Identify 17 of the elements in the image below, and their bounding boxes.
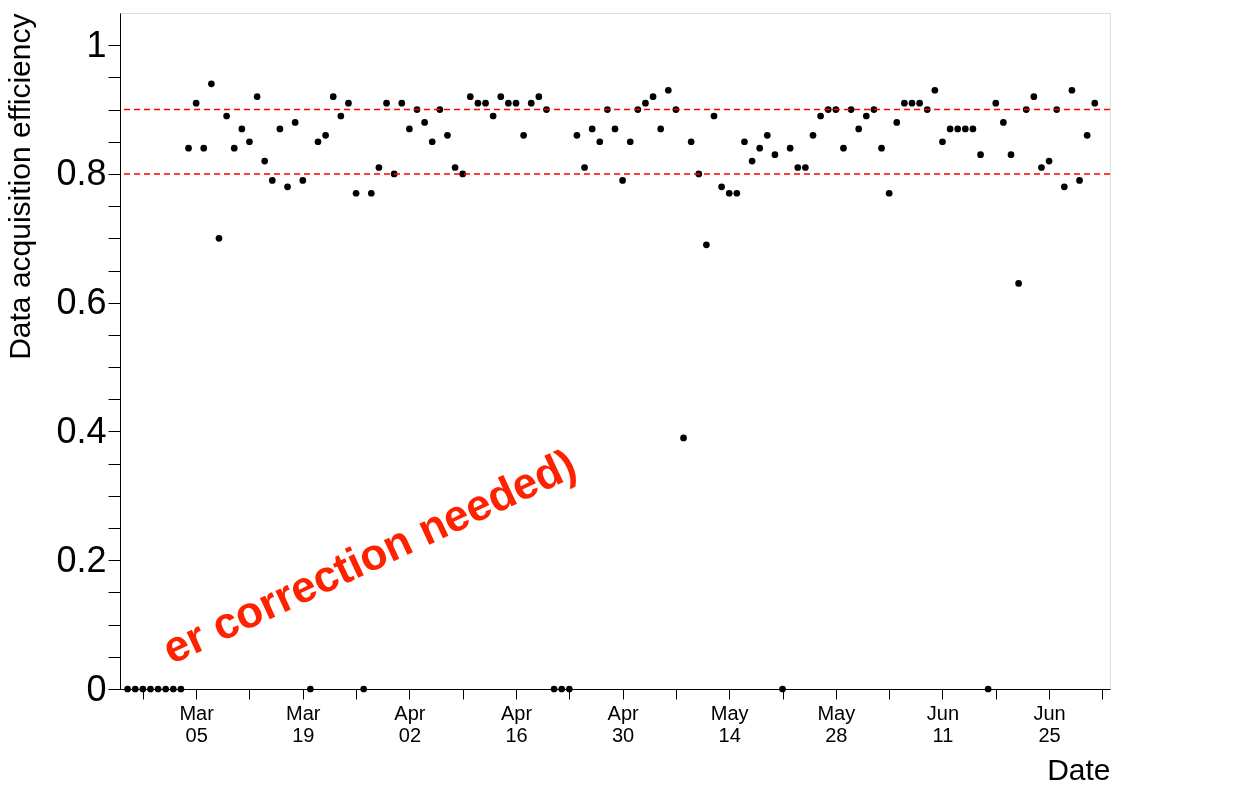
x-tick-label: Jun 11: [926, 701, 960, 746]
y-tick-label: 0.6: [56, 281, 107, 323]
x-tick-label: Apr 30: [607, 701, 640, 746]
y-tick-label: 1: [86, 23, 107, 65]
y-axis-title: Data acquisition efficiency: [3, 13, 37, 360]
x-tick-label: Apr 16: [500, 701, 533, 746]
x-tick-label: Mar 19: [286, 701, 321, 746]
x-tick-label: Jun 25: [1033, 701, 1066, 746]
x-axis-title: Date: [1047, 752, 1111, 786]
y-tick-label: 0.4: [56, 409, 107, 451]
y-tick-label: 0.8: [56, 152, 107, 194]
x-tick-label: Mar 05: [179, 701, 215, 746]
x-tick-label: May 14: [710, 701, 749, 746]
x-tick-label: Apr 02: [394, 701, 426, 746]
y-tick-label: 0: [86, 667, 107, 709]
y-tick-label: 0.2: [56, 538, 107, 580]
x-tick-label: May 28: [817, 701, 856, 746]
